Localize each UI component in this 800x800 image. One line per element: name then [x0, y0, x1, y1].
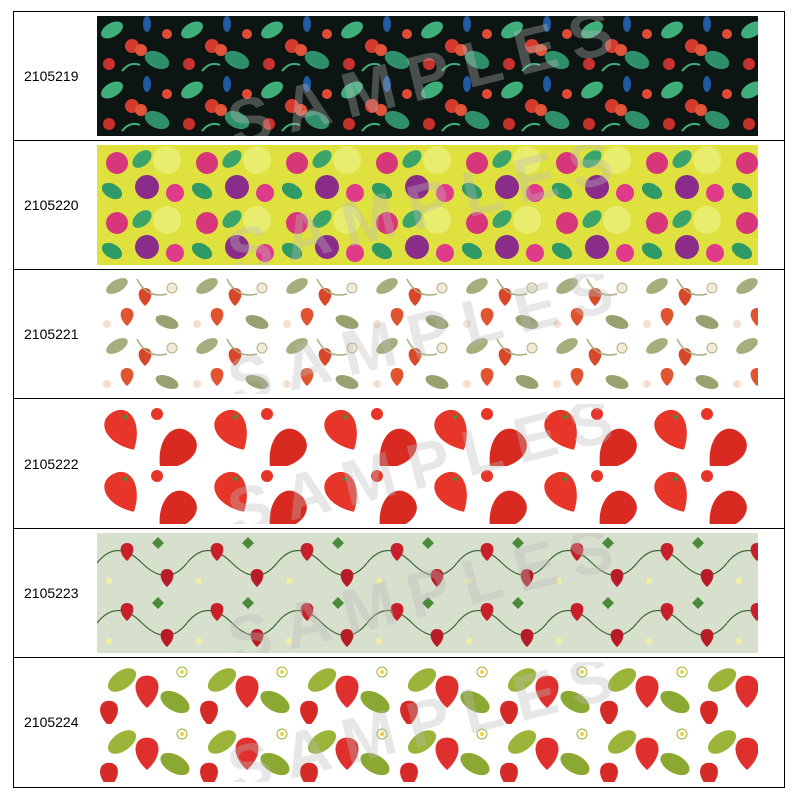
ribbon-pattern: SAMPLES	[97, 403, 758, 524]
product-row: 2105220 SAMPLES	[14, 141, 784, 271]
ribbon-pattern: SAMPLES	[97, 274, 758, 395]
ribbon-fill	[97, 532, 758, 653]
product-row: 2105224 SAMPLES	[14, 658, 784, 787]
ribbon-fill	[97, 16, 758, 137]
product-row: 2105221 SAMPLES	[14, 270, 784, 400]
ribbon-fill	[97, 661, 758, 782]
product-row: 2105219 SAMPLES	[14, 12, 784, 142]
ribbon-pattern: SAMPLES	[97, 661, 758, 782]
ribbon-fill	[97, 145, 758, 266]
product-code: 2105219	[24, 68, 79, 85]
product-code: 2105221	[24, 326, 79, 343]
product-code: 2105224	[24, 714, 79, 731]
product-sheet: 2105219 SAMPLES 2105220 SAMPLES 2105221 SAMPL…	[13, 11, 785, 788]
product-code: 2105222	[24, 455, 79, 472]
ribbon-pattern: SAMPLES	[97, 532, 758, 653]
product-code: 2105223	[24, 584, 79, 601]
product-row: 2105222 SAMPLES	[14, 400, 784, 529]
ribbon-fill	[97, 403, 758, 524]
product-row: 2105223 SAMPLES	[14, 529, 784, 658]
ribbon-pattern: SAMPLES	[97, 16, 758, 137]
ribbon-fill	[97, 274, 758, 395]
ribbon-pattern: SAMPLES	[97, 145, 758, 266]
product-code: 2105220	[24, 197, 79, 214]
